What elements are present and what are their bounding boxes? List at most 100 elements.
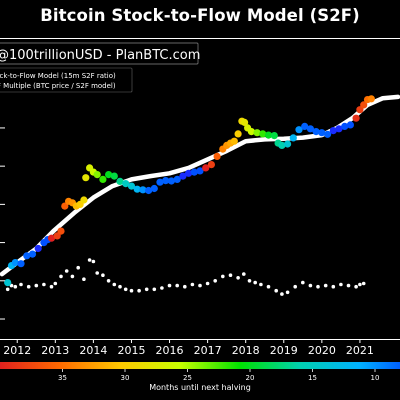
multiple-point [95,271,99,275]
multiple-point [118,284,122,289]
colorbar [0,362,400,369]
price-point [127,182,136,190]
multiple-point [198,283,202,288]
price-point [110,172,118,180]
price-point [122,180,130,188]
multiple-point [213,279,217,283]
price-point [352,114,360,122]
price-point [150,184,158,193]
colorbar-tick-label: 25 [183,374,192,382]
multiple-point [49,284,54,289]
price-point [53,232,61,240]
price-point [93,171,101,179]
watermark-box [0,42,199,65]
price-point [34,244,42,253]
x-tick-label: 2019 [270,344,298,357]
multiple-point [183,284,187,289]
price-point [80,196,88,204]
multiple-point [13,284,18,289]
multiple-point [228,273,233,278]
chart-title: Bitcoin Stock-to-Flow Model (S2F) [40,6,360,25]
price-point [318,129,326,137]
multiple-point [205,281,210,286]
colorbar-ticks: 35 30 25 20 15 10 [58,369,379,382]
price-point [162,177,170,185]
price-point [185,169,193,177]
multiple-point [59,274,63,279]
x-tick-label: 2018 [232,344,260,357]
multiple-point [70,274,75,279]
multiple-point [293,284,298,289]
multiple-point [301,280,305,285]
multiple-point [274,288,279,293]
price-point [145,186,153,195]
x-tick-label: 2021 [346,344,374,357]
multiple-point [323,283,328,288]
multiple-point [123,287,128,292]
price-point [105,171,113,179]
multiple-point [266,284,271,289]
price-point [284,140,292,148]
price-point [241,118,249,126]
price-point [234,130,242,138]
multiple-point [64,269,69,273]
multiple-point [53,281,58,286]
price-point [278,141,286,149]
price-point [139,186,147,194]
price-point [289,134,297,142]
multiple-point [19,282,23,287]
x-tick-label: 2017 [194,344,222,357]
multiple-point [175,283,179,288]
x-tick-label: 2014 [79,344,107,357]
btc-price-points [4,95,375,287]
multiple-point [339,282,343,287]
price-point [346,121,354,129]
price-point [190,168,198,176]
multiple-point [76,265,80,270]
price-point [61,202,69,210]
multiple-point [259,282,263,287]
price-point [367,95,375,103]
price-point [17,260,25,268]
x-tick-label: 2013 [41,344,69,357]
price-point [264,131,273,139]
multiple-point [101,273,105,278]
multiple-point [160,286,164,290]
multiple-point [331,284,336,289]
price-point [99,175,107,183]
price-point [57,227,65,235]
price-point [167,177,175,185]
multiple-point [87,258,92,262]
price-point [179,172,187,180]
price-point [253,129,261,137]
price-point [306,125,314,133]
x-axis-ticks: 2012 2013 2014 2015 2016 2017 2018 2019 2020 2021 [3,339,374,357]
price-point [116,177,124,185]
multiple-point [34,283,39,288]
price-point [196,167,204,175]
price-point [335,125,343,133]
multiple-point [26,284,31,289]
multiple-point [358,282,362,287]
multiple-point [144,287,149,292]
price-point [156,178,164,186]
colorbar-label: Months until next halving [149,383,251,392]
multiple-point [247,279,252,283]
multiple-point [167,283,172,288]
price-point [82,174,90,182]
price-point [247,128,255,136]
multiple-point [236,276,240,280]
price-point [133,185,141,193]
multiple-point [190,282,195,287]
multiple-point [285,290,290,295]
multiple-point [354,284,358,289]
multiple-point [106,279,111,283]
price-point [23,252,31,260]
multiple-point [308,283,313,288]
x-tick-label: 2016 [156,344,184,357]
price-point [324,130,332,138]
price-point [356,106,364,114]
price-point [202,164,210,172]
price-point [312,128,320,136]
watermark: @100trillionUSD - PlanBTC.com [0,48,200,63]
